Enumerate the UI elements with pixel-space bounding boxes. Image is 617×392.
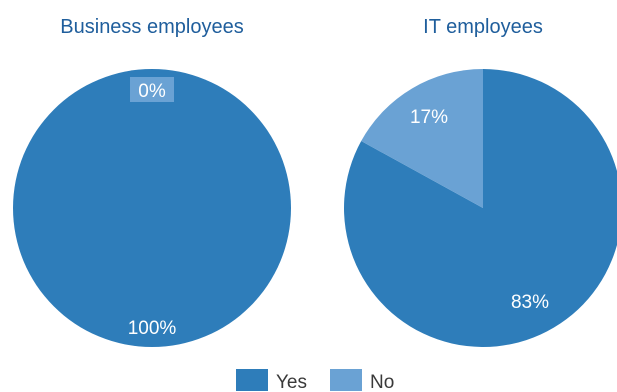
legend-swatch-yes bbox=[236, 369, 268, 391]
legend-label-no: No bbox=[370, 372, 394, 392]
pie-label-no: 17% bbox=[410, 107, 448, 128]
pie-title-it: IT employees bbox=[423, 16, 543, 38]
pie-label-yes: 83% bbox=[511, 292, 549, 313]
pie-title-business: Business employees bbox=[60, 16, 243, 38]
pie-chart-it: 83% 17% bbox=[344, 69, 617, 347]
pie-slice-yes bbox=[13, 69, 291, 347]
legend: Yes No bbox=[236, 369, 394, 392]
legend-swatch-no bbox=[330, 369, 362, 391]
legend-label-yes: Yes bbox=[276, 372, 307, 392]
pie-label-no: 0% bbox=[138, 81, 166, 102]
pie-label-no-box bbox=[130, 77, 174, 102]
pie-label-yes: 100% bbox=[128, 318, 177, 339]
pie-slice-no bbox=[361, 69, 483, 208]
pie-slice-yes bbox=[344, 69, 617, 347]
pie-chart-business: 100% 0% bbox=[13, 69, 291, 347]
